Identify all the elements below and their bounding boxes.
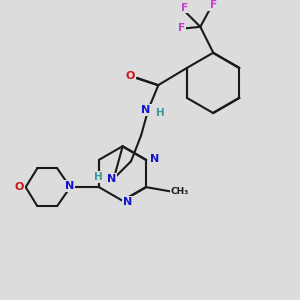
Text: F: F xyxy=(210,0,218,10)
Text: N: N xyxy=(141,105,151,115)
Text: F: F xyxy=(178,23,185,33)
Text: CH₃: CH₃ xyxy=(171,187,189,196)
Text: O: O xyxy=(15,182,24,192)
Text: H: H xyxy=(94,172,103,182)
Text: O: O xyxy=(126,71,135,81)
Text: H: H xyxy=(156,108,165,118)
Text: N: N xyxy=(107,174,116,184)
Text: N: N xyxy=(150,154,159,164)
Text: N: N xyxy=(123,197,133,207)
Text: N: N xyxy=(65,181,74,191)
Text: F: F xyxy=(181,3,188,13)
